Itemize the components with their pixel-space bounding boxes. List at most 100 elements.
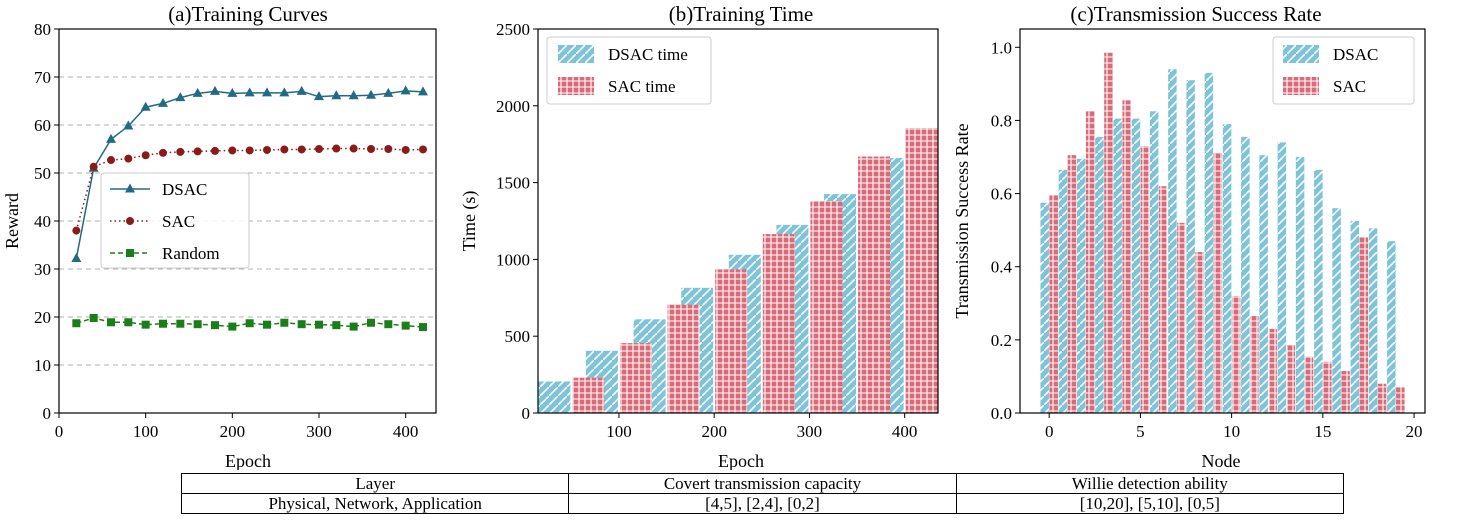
data-point-sac — [384, 145, 393, 153]
x-tick-label: 20 — [1406, 422, 1423, 441]
bar-dsac-time-hatch — [538, 381, 571, 413]
legend-label: SAC — [162, 212, 195, 231]
y-tick-label: 20 — [34, 308, 51, 327]
data-point-dsac — [106, 133, 116, 143]
bar-sac-time-hatch — [667, 304, 700, 413]
table-header-cell: Willie detection ability — [955, 473, 1345, 494]
table-header-row: Layer Covert transmission capacity Willi… — [180, 473, 1345, 494]
data-point-random — [263, 320, 271, 329]
bar-dsac-hatch — [1241, 136, 1250, 413]
transmission-success-panel: (c)Transmission Success Rate 0.00.20.40.… — [952, 2, 1426, 470]
data-point-dsac — [262, 87, 272, 97]
y-tick-label: 10 — [34, 356, 51, 375]
bar-sac-hatch — [1377, 383, 1387, 413]
bar-sac-hatch — [1323, 361, 1332, 413]
bar-sac-hatch — [1104, 52, 1113, 414]
bar-sac-time-hatch — [905, 128, 938, 413]
legend-swatch-hatch — [1283, 45, 1319, 63]
data-point-sac — [124, 154, 133, 163]
y-tick-label: 2500 — [496, 20, 530, 39]
data-point-dsac — [314, 91, 324, 101]
bar-sac-hatch — [1231, 295, 1241, 413]
series-line-sac — [75, 147, 424, 231]
y-tick-label: 0 — [43, 404, 52, 423]
legend-label: SAC — [1333, 77, 1366, 96]
y-tick-label: 2000 — [496, 97, 530, 116]
y-tick-label: 50 — [34, 164, 51, 183]
data-point-sac — [245, 146, 254, 155]
legend-marker — [126, 249, 134, 257]
data-point-sac — [401, 145, 410, 154]
x-tick-label: 100 — [606, 422, 632, 441]
data-point-random — [315, 320, 323, 329]
bar-sac-hatch — [1304, 356, 1314, 413]
x-tick-label: 300 — [797, 422, 823, 441]
data-point-random — [176, 319, 185, 328]
bar-sac-hatch — [1140, 146, 1150, 413]
panel-c-bars — [1040, 52, 1405, 414]
data-point-random — [332, 321, 341, 330]
x-tick-label: 200 — [220, 422, 246, 441]
bar-dsac-hatch — [1149, 111, 1159, 414]
bar-dsac-hatch — [1259, 155, 1268, 413]
legend-swatch-hatch — [1283, 77, 1319, 95]
legend-label: SAC time — [608, 77, 676, 96]
legend-swatch-hatch — [558, 77, 594, 95]
y-tick-label: 500 — [505, 327, 531, 346]
panel-c-frame — [1019, 28, 1426, 414]
panel-c-y-ticks: 0.0 0.2 0.4 0.6 0.8 1.0 — [991, 38, 1020, 423]
bar-dsac-hatch — [1168, 69, 1177, 413]
bar-sac-hatch — [1268, 328, 1277, 413]
y-tick-label: 80 — [34, 20, 51, 39]
x-tick-label: 100 — [133, 422, 159, 441]
x-tick-label: 400 — [393, 422, 419, 441]
y-tick-label: 0.6 — [991, 185, 1012, 204]
bar-dsac-hatch — [1368, 228, 1378, 413]
table-row: Physical, Network, Application [4,5], [2… — [180, 493, 1345, 514]
data-point-dsac — [175, 92, 186, 102]
data-point-sac — [72, 226, 81, 235]
bar-dsac-hatch — [1314, 169, 1323, 413]
data-point-dsac — [296, 85, 307, 95]
x-tick-label: 300 — [306, 422, 332, 441]
data-point-dsac — [366, 89, 376, 99]
data-point-random — [159, 319, 167, 328]
data-point-dsac — [348, 90, 359, 100]
panel-b-y-label: Time (s) — [459, 191, 480, 252]
legend-marker — [126, 217, 134, 225]
y-tick-label: 0 — [522, 404, 531, 423]
y-tick-label: 0.2 — [991, 331, 1012, 350]
x-tick-label: 400 — [892, 422, 918, 441]
data-point-sac — [141, 151, 150, 160]
data-point-dsac — [331, 90, 342, 100]
panel-a-series — [71, 85, 428, 332]
legend-marker — [125, 183, 135, 193]
data-point-sac — [89, 162, 98, 171]
bar-sac-hatch — [1286, 345, 1296, 413]
panel-a-title: (a)Training Curves — [168, 2, 328, 26]
data-point-random — [401, 321, 410, 330]
panel-a-frame — [58, 28, 437, 414]
bar-dsac-hatch — [1095, 136, 1104, 413]
y-tick-label: 40 — [34, 212, 51, 231]
bar-dsac-hatch — [1131, 118, 1141, 413]
data-point-dsac — [123, 120, 134, 130]
panel-b-bars — [538, 128, 938, 413]
data-point-sac — [193, 147, 202, 156]
table-header-cell: Covert transmission capacity — [568, 473, 957, 494]
bar-sac-time-hatch — [572, 377, 605, 413]
data-point-dsac — [210, 85, 220, 95]
y-tick-label: 0.0 — [991, 404, 1012, 423]
data-point-random — [245, 319, 254, 328]
x-tick-label: 10 — [1223, 422, 1240, 441]
bar-sac-hatch — [1213, 153, 1223, 414]
bar-dsac-hatch — [1058, 169, 1068, 413]
panel-a-legend: DSAC SAC Random — [100, 172, 250, 269]
bar-sac-hatch — [1250, 316, 1259, 413]
bar-dsac-hatch — [1387, 241, 1396, 413]
series-line-random — [76, 317, 424, 328]
panel-b-x-ticks: 100 200 300 400 — [606, 413, 917, 441]
legend-swatch-hatch — [558, 45, 594, 63]
bar-sac-hatch — [1049, 195, 1058, 413]
